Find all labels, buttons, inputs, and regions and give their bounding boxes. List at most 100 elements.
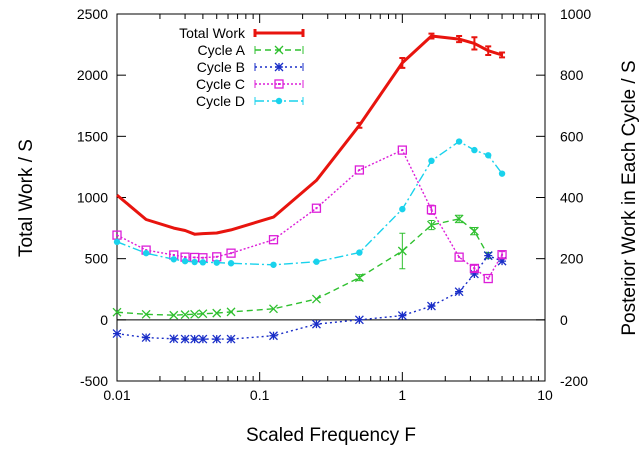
data-point-cycle-c xyxy=(354,165,365,175)
data-point-cycle-a xyxy=(311,294,321,304)
data-point-cycle-c xyxy=(397,145,407,155)
y2-tick-label: 0 xyxy=(560,312,568,328)
error-bar-total-work xyxy=(485,45,492,56)
data-point-cycle-d xyxy=(485,152,492,159)
data-point-cycle-d xyxy=(428,157,435,164)
data-point-cycle-d xyxy=(191,258,198,266)
data-point-cycle-d xyxy=(170,256,177,263)
y2-tick-label: -200 xyxy=(560,373,588,389)
data-point-cycle-d xyxy=(270,261,277,268)
data-point-cycle-b xyxy=(469,269,479,279)
data-point-cycle-b xyxy=(198,334,208,344)
series-line-cycle-b xyxy=(116,254,503,340)
data-point-cycle-d xyxy=(356,249,363,256)
data-point-cycle-c-center xyxy=(193,256,196,259)
y2-axis-title: Posterior Work in Each Cycle / S xyxy=(619,60,640,335)
series-cycle-b xyxy=(112,251,507,344)
data-point-cycle-c-center xyxy=(501,253,504,256)
data-point-cycle-d xyxy=(181,257,189,265)
data-point-cycle-d xyxy=(399,205,406,213)
series-cycle-d xyxy=(113,138,506,268)
data-point-cycle-a xyxy=(190,309,200,319)
y2-tick-label: 400 xyxy=(560,190,584,206)
legend-label: Cycle C xyxy=(196,76,245,92)
legend-entry-cycle-a: Cycle A xyxy=(198,42,304,58)
y-tick-label: -500 xyxy=(80,373,108,389)
data-point-cycle-d xyxy=(199,259,207,266)
x-tick-label: 1 xyxy=(398,387,406,403)
y2-tick-label: 600 xyxy=(560,128,584,144)
x-tick-label: 0.1 xyxy=(250,387,270,403)
data-point-cycle-a xyxy=(269,304,278,314)
data-point-cycle-c-center xyxy=(215,255,218,258)
series-total-work xyxy=(116,32,506,236)
legend-entry-total-work: Total Work xyxy=(179,25,305,41)
y-tick-label: 1000 xyxy=(77,190,108,206)
data-point-cycle-b xyxy=(269,331,278,341)
data-point-cycle-a xyxy=(112,307,122,317)
error-bar-total-work xyxy=(471,36,478,51)
data-point-cycle-d xyxy=(455,138,463,145)
y2-tick-label: 1000 xyxy=(560,6,591,22)
legend-label: Cycle D xyxy=(196,93,245,109)
data-point-cycle-b xyxy=(212,334,222,344)
error-bar-total-work xyxy=(499,51,506,59)
data-point-cycle-c-center xyxy=(272,238,275,241)
data-point-cycle-c xyxy=(311,203,322,213)
error-bar-total-work xyxy=(428,32,435,40)
y-tick-label: 0 xyxy=(100,312,108,328)
data-point-cycle-c-center xyxy=(458,256,461,259)
data-point-cycle-c-center xyxy=(401,149,404,152)
data-point-cycle-c-center xyxy=(315,207,318,210)
data-point-cycle-c xyxy=(483,273,493,284)
data-point-cycle-c-center xyxy=(172,253,175,256)
legend-label: Total Work xyxy=(179,25,246,41)
data-point-cycle-a xyxy=(454,214,464,224)
data-point-cycle-c xyxy=(469,263,480,274)
series-cycle-a xyxy=(112,214,493,320)
data-point-cycle-c xyxy=(226,248,236,258)
data-point-cycle-a xyxy=(198,309,208,319)
data-point-cycle-c-center xyxy=(201,256,204,259)
data-point-cycle-c xyxy=(268,235,279,245)
legend-label: Cycle B xyxy=(197,59,245,75)
data-point-cycle-a xyxy=(426,220,436,230)
legend-swatch-marker-center xyxy=(278,83,280,85)
data-point-cycle-c-center xyxy=(430,208,433,211)
data-point-cycle-a xyxy=(397,246,407,256)
data-point-cycle-c-center xyxy=(473,267,476,270)
x-tick-label: 0.01 xyxy=(103,387,130,403)
data-point-cycle-d xyxy=(142,249,150,257)
legend-swatch-marker xyxy=(274,62,284,72)
data-point-cycle-b xyxy=(454,287,464,297)
legend-entry-cycle-c: Cycle C xyxy=(196,76,304,92)
legend-entry-cycle-b: Cycle B xyxy=(197,59,304,75)
error-bar-total-work xyxy=(456,35,463,44)
data-point-cycle-b xyxy=(426,301,436,311)
data-point-cycle-d xyxy=(213,259,220,266)
series-line-cycle-d xyxy=(116,140,503,266)
data-point-cycle-c xyxy=(497,250,507,260)
y-tick-label: 500 xyxy=(85,251,109,267)
legend-label: Cycle A xyxy=(198,42,246,58)
data-point-cycle-b xyxy=(112,329,122,339)
data-point-cycle-d xyxy=(313,258,320,265)
data-point-cycle-b xyxy=(141,333,151,343)
data-point-cycle-a xyxy=(141,309,151,319)
data-point-cycle-c-center xyxy=(358,168,361,171)
y2-tick-label: 800 xyxy=(560,67,584,83)
data-point-cycle-c xyxy=(454,252,464,262)
data-point-cycle-a xyxy=(226,307,236,317)
data-point-cycle-d xyxy=(227,260,235,267)
data-point-cycle-d xyxy=(498,170,506,177)
y-tick-label: 2500 xyxy=(77,6,108,22)
data-point-cycle-b xyxy=(483,251,493,261)
error-bar-total-work xyxy=(356,121,363,129)
legend-swatch-marker xyxy=(274,79,284,89)
data-point-cycle-b xyxy=(226,334,236,344)
legend-entry-cycle-d: Cycle D xyxy=(196,93,304,109)
series-line-cycle-a xyxy=(116,218,489,316)
data-point-cycle-b xyxy=(311,319,321,329)
data-point-cycle-c xyxy=(426,205,437,215)
